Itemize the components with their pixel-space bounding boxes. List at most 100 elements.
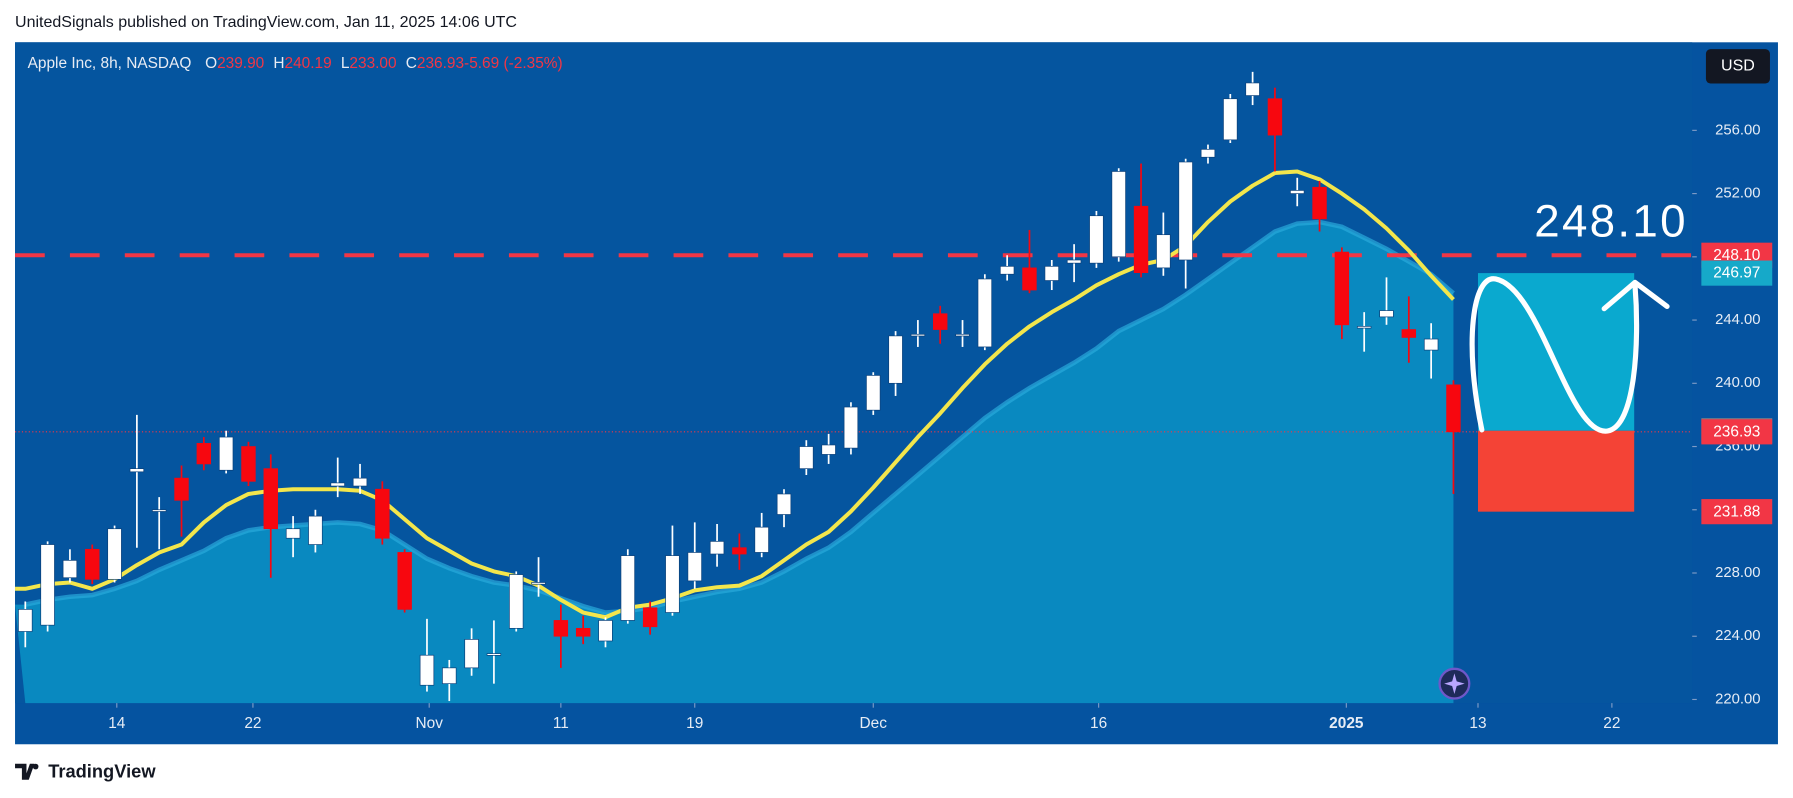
candle xyxy=(241,441,256,487)
candle-body xyxy=(330,482,345,487)
candle xyxy=(308,509,323,553)
candle xyxy=(999,255,1015,281)
y-tick-label: 228.00 xyxy=(1715,565,1760,581)
candle-body xyxy=(1356,326,1372,329)
ma-area xyxy=(15,222,1454,704)
legend: Apple Inc, 8h, NASDAQ O239.90 H240.19 L233.… xyxy=(28,55,563,72)
candle xyxy=(85,544,100,585)
candle-body xyxy=(464,639,479,669)
candle xyxy=(1334,247,1350,340)
candle xyxy=(1356,312,1372,352)
price-tag-label: 236.93 xyxy=(1713,423,1760,440)
candle xyxy=(955,320,970,347)
candle xyxy=(977,274,993,351)
candle xyxy=(709,523,725,567)
candle xyxy=(1401,296,1417,363)
candle xyxy=(776,489,792,528)
candle-body xyxy=(18,609,33,632)
x-tick-label: 11 xyxy=(553,715,569,732)
candle xyxy=(18,601,33,648)
candle xyxy=(1267,87,1283,172)
candle-body xyxy=(776,493,792,515)
ai-star xyxy=(1444,673,1465,694)
candle-body xyxy=(352,477,368,487)
candle xyxy=(910,320,926,347)
price-tag xyxy=(1701,260,1773,286)
ohlc-value: 233.00 xyxy=(349,55,396,72)
candle xyxy=(442,659,457,702)
x-tick-label: 2025 xyxy=(1329,715,1364,732)
candle xyxy=(62,549,78,583)
candle-body xyxy=(553,620,569,637)
candle xyxy=(1245,71,1260,106)
price-tag xyxy=(1701,419,1773,445)
candle-body xyxy=(955,333,970,337)
candle-body xyxy=(642,607,658,628)
candle xyxy=(464,628,479,676)
candle-body xyxy=(1312,186,1327,220)
candle-body xyxy=(709,541,725,555)
candle-body xyxy=(85,548,100,580)
candle-body xyxy=(732,547,747,555)
target-annotation: 248.10 xyxy=(1534,195,1688,246)
ohlc: O239.90 H240.19 L233.00 C236.93-5.69 (-2.35… xyxy=(205,55,563,72)
price-tag-label: 248.10 xyxy=(1713,247,1760,264)
candle-body xyxy=(1401,329,1417,338)
ma-line xyxy=(15,169,1455,620)
candle-body xyxy=(799,446,814,470)
candle xyxy=(843,402,859,455)
candle xyxy=(285,516,301,558)
publisher-line: UnitedSignals published on TradingView.c… xyxy=(15,14,517,31)
logo-mark xyxy=(15,763,35,780)
candle-body xyxy=(1200,148,1216,158)
candle xyxy=(1133,163,1149,278)
candle xyxy=(1089,210,1104,268)
candle xyxy=(598,617,613,648)
candle xyxy=(553,604,569,668)
candle xyxy=(1379,277,1394,325)
candle-body xyxy=(397,552,412,610)
y-tick-label: 256.00 xyxy=(1715,122,1760,138)
candle xyxy=(352,463,368,494)
candle xyxy=(866,372,881,415)
candle-body xyxy=(1133,205,1149,273)
ohlc-key: L xyxy=(341,55,350,72)
plot xyxy=(15,71,1693,704)
candle-body xyxy=(308,515,323,545)
candle xyxy=(1156,212,1171,276)
candle-body xyxy=(40,544,55,626)
brand: TradingView xyxy=(48,761,156,782)
candle xyxy=(1178,158,1193,289)
candle-body xyxy=(866,375,881,411)
x-tick-label: Nov xyxy=(415,715,443,732)
x-tick-label: Dec xyxy=(860,715,888,732)
currency-button[interactable] xyxy=(1705,49,1770,84)
price-tag xyxy=(1701,499,1773,525)
candle-body xyxy=(442,667,457,685)
candle-body xyxy=(486,653,502,656)
candle-body xyxy=(1178,161,1193,261)
price-tag-label: 231.88 xyxy=(1713,503,1760,520)
x-tick-label: 16 xyxy=(1090,715,1107,732)
candle xyxy=(397,549,412,613)
x-tick-label: 13 xyxy=(1469,715,1486,732)
candle-body xyxy=(754,526,769,553)
candle-body xyxy=(1044,265,1059,281)
candle-body xyxy=(196,443,212,465)
candle xyxy=(531,557,546,597)
candle xyxy=(330,457,345,498)
candle-body xyxy=(665,555,680,613)
candle-body xyxy=(218,436,234,471)
candle xyxy=(151,497,167,550)
candle xyxy=(1044,259,1059,291)
candle xyxy=(665,525,680,616)
candle-body xyxy=(531,582,546,585)
ohlc-value: 240.19 xyxy=(285,55,332,72)
candle-body xyxy=(1334,251,1350,326)
candle-body xyxy=(575,627,591,637)
candle xyxy=(263,454,278,578)
candle xyxy=(129,414,145,548)
loss-zone xyxy=(1477,430,1635,512)
price-tag-label: 246.97 xyxy=(1713,265,1760,282)
